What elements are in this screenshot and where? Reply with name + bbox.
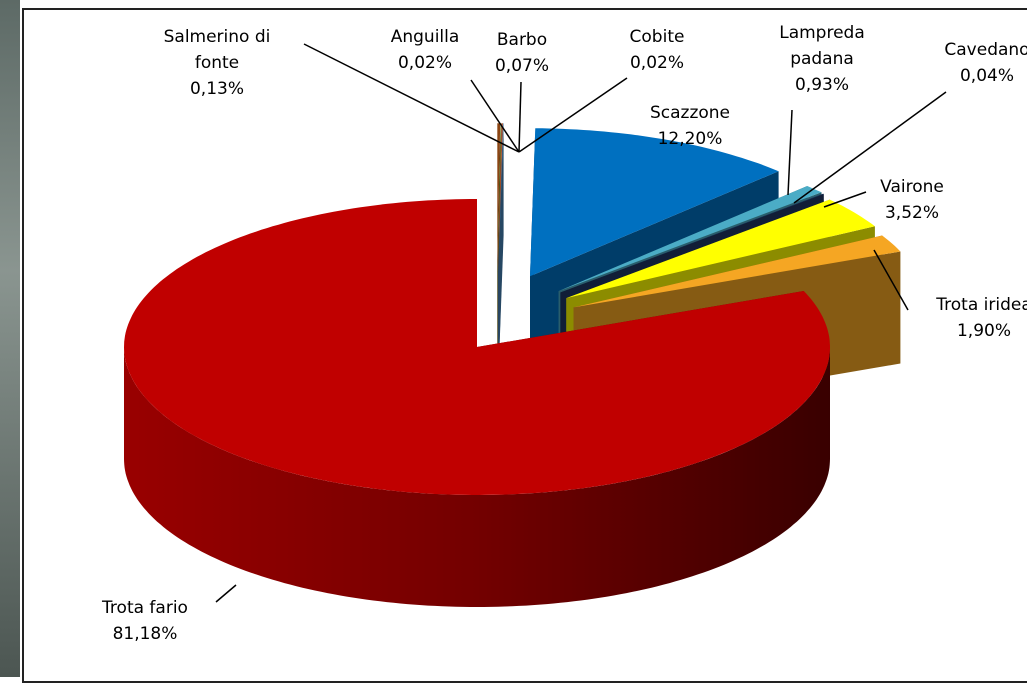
data-label: Anguilla 0,02%	[380, 24, 470, 76]
label-name: Cobite	[629, 27, 685, 47]
label-name: Cavedano	[944, 40, 1027, 60]
label-name: Salmerino di fonte	[163, 27, 271, 73]
leader-line	[793, 91, 947, 204]
label-value: 0,02%	[397, 53, 452, 73]
label-value: 0,02%	[629, 53, 684, 73]
chart-frame: Salmerino di fonte 0,13% Anguilla 0,02% Barb…	[22, 8, 1027, 683]
chart	[124, 43, 947, 607]
leader-line	[823, 191, 867, 208]
label-name: Vairone	[880, 177, 944, 197]
slice	[558, 186, 822, 292]
label-value: 12,20%	[657, 129, 723, 149]
data-label: Cavedano 0,04%	[927, 37, 1027, 89]
label-name: Anguilla	[390, 27, 460, 47]
label-value: 81,18%	[112, 624, 178, 644]
label-name: Trota fario	[102, 598, 188, 618]
slice	[124, 199, 830, 495]
slice	[560, 193, 824, 293]
leader-line	[787, 109, 793, 196]
label-value: 1,90%	[956, 321, 1011, 341]
data-label: Trota iridea 1,90%	[919, 292, 1027, 344]
label-value: 3,52%	[884, 203, 939, 223]
data-label: Salmerino di fonte 0,13%	[160, 24, 275, 102]
slice	[498, 123, 504, 272]
label-value: 0,93%	[794, 75, 849, 95]
slice	[573, 235, 901, 308]
background-photo	[0, 0, 20, 677]
data-label: Scazzone 12,20%	[635, 100, 745, 152]
slice	[497, 123, 501, 272]
leader-line	[470, 79, 520, 153]
slice	[497, 123, 502, 272]
label-name: Lampreda padana	[779, 23, 865, 69]
label-value: 0,13%	[189, 79, 244, 99]
slice	[566, 199, 875, 299]
data-label: Vairone 3,52%	[867, 174, 957, 226]
data-label: Lampreda padana 0,93%	[777, 20, 867, 98]
leader-line	[215, 584, 237, 603]
data-label: Trota fario 81,18%	[90, 595, 200, 647]
leader-line	[873, 249, 909, 311]
leader-line	[518, 81, 522, 153]
slice-side	[124, 347, 830, 607]
slice	[498, 123, 503, 272]
leader-line	[303, 43, 520, 153]
label-value: 0,04%	[959, 66, 1014, 86]
data-label: Cobite 0,02%	[612, 24, 702, 76]
slice-wall	[498, 123, 504, 384]
label-name: Scazzone	[649, 103, 731, 123]
leader-line	[518, 77, 628, 153]
label-name: Barbo	[496, 30, 548, 50]
data-label: Barbo 0,07%	[477, 27, 567, 79]
label-value: 0,07%	[494, 56, 549, 76]
label-name: Trota iridea	[936, 295, 1027, 315]
slice	[530, 128, 779, 277]
